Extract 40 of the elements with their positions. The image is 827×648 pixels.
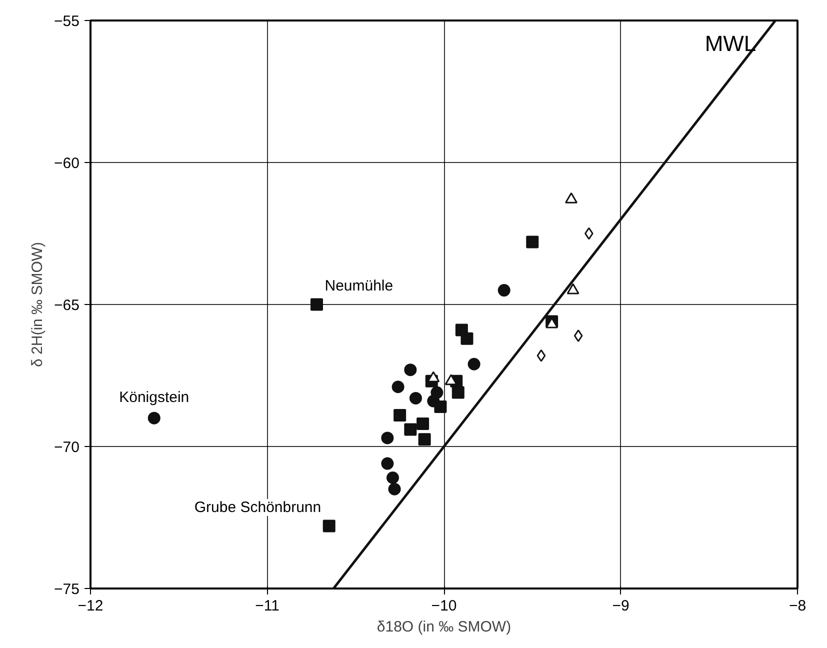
y-axis-title: δ 2H(in ‰ SMOW) <box>29 242 46 368</box>
y-tick-label: −75 <box>54 581 80 598</box>
annotation: Königstein <box>119 389 190 406</box>
x-tick-label: −11 <box>255 598 280 614</box>
point <box>310 298 323 311</box>
point <box>468 358 480 370</box>
point <box>566 283 580 294</box>
point <box>322 520 336 532</box>
x-tick-label: −12 <box>78 598 104 614</box>
point <box>409 392 422 404</box>
x-tick-label: −9 <box>612 598 630 614</box>
annotation: Neumühle <box>324 278 394 294</box>
point <box>392 380 404 394</box>
annotation: MWL <box>704 31 756 56</box>
point <box>526 236 539 248</box>
y-tick-label: −70 <box>54 439 80 456</box>
point <box>404 364 417 376</box>
y-tick-label: −55 <box>54 13 80 30</box>
point <box>388 482 401 496</box>
point <box>394 409 406 422</box>
point <box>148 412 160 424</box>
point <box>434 400 447 413</box>
x-tick-label: −10 <box>431 598 457 614</box>
point <box>498 284 510 297</box>
point <box>416 418 430 430</box>
x-axis-title: δ18O (in ‰ SMOW) <box>376 618 512 636</box>
point <box>536 349 546 362</box>
annotation: Grube Schönbrunn <box>194 499 322 516</box>
point <box>418 433 431 446</box>
y-tick-label: −65 <box>54 297 80 314</box>
point <box>381 432 394 444</box>
x-tick-label: −8 <box>788 598 806 614</box>
point <box>565 192 578 204</box>
point <box>404 423 417 436</box>
point <box>460 332 474 345</box>
point <box>452 386 464 399</box>
point <box>574 329 583 342</box>
point <box>381 457 394 470</box>
y-tick-label: −60 <box>54 155 80 172</box>
point <box>386 472 399 484</box>
